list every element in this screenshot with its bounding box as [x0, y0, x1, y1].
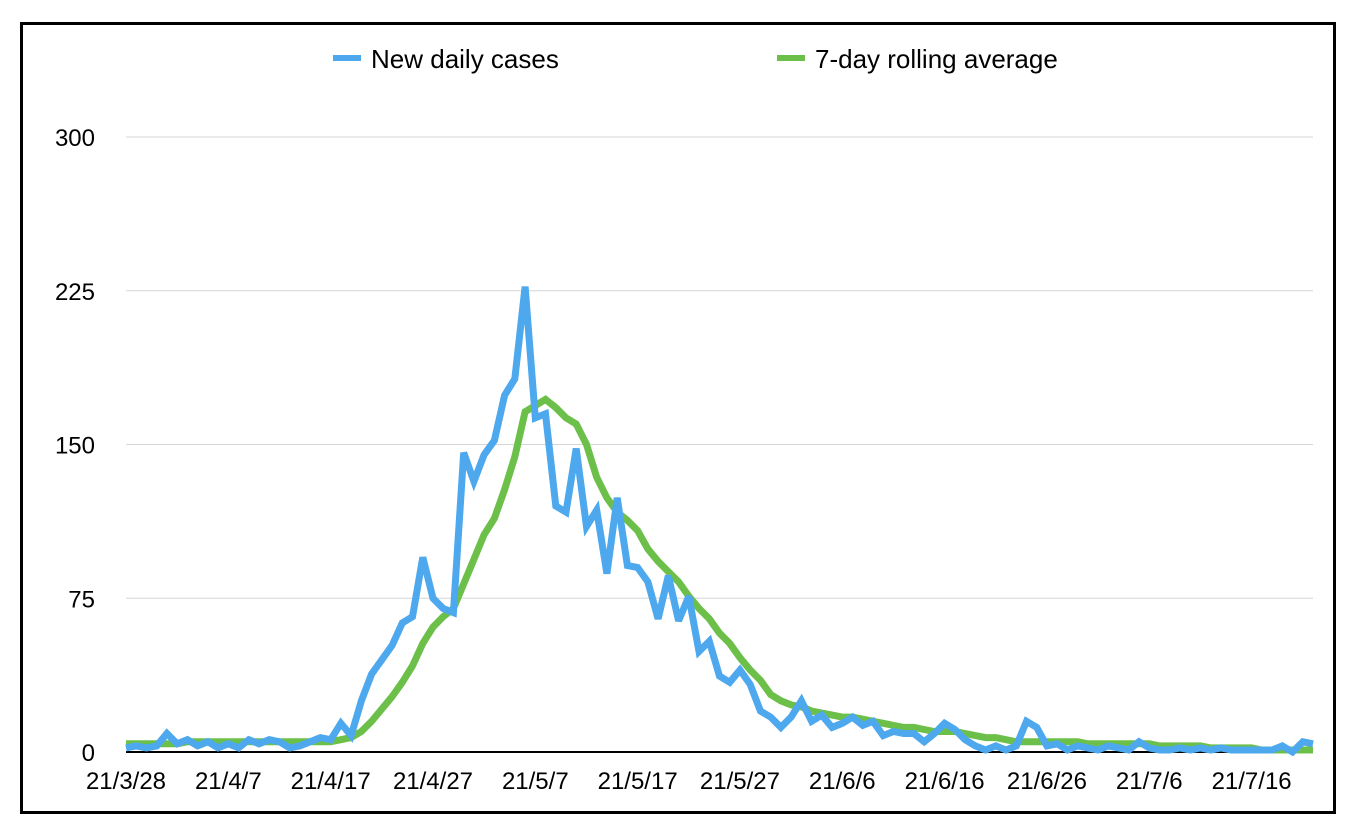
y-axis: 0 75 150 225 300 [55, 125, 95, 767]
legend: New daily cases 7-day rolling average [333, 44, 1058, 74]
chart-frame: 0 75 150 225 300 21/3/28 21/4/7 21/4/17 21/4/27… [20, 22, 1336, 814]
x-tick-label: 21/4/7 [195, 768, 262, 795]
x-tick-label: 21/6/6 [809, 768, 876, 795]
y-tick-label: 300 [55, 125, 95, 152]
x-tick-label: 21/5/7 [502, 768, 569, 795]
gridlines [126, 136, 1313, 599]
x-tick-label: 21/5/27 [700, 768, 780, 795]
series-lines [125, 286, 1314, 757]
x-tick-label: 21/6/16 [905, 768, 985, 795]
x-tick-label: 21/7/16 [1212, 768, 1292, 795]
y-tick-label: 75 [68, 586, 95, 613]
legend-label-7-day-rolling-average: 7-day rolling average [815, 44, 1058, 74]
x-tick-label: 21/5/17 [598, 768, 678, 795]
series-line-new-daily-cases [125, 286, 1314, 757]
x-tick-label: 21/3/28 [86, 768, 166, 795]
x-axis: 21/3/28 21/4/7 21/4/17 21/4/27 21/5/7 21/5/17… [86, 751, 1313, 795]
x-tick-label: 21/4/27 [393, 768, 473, 795]
x-tick-label: 21/6/26 [1007, 768, 1087, 795]
legend-label-new-daily-cases: New daily cases [371, 44, 559, 74]
line-chart: 0 75 150 225 300 21/3/28 21/4/7 21/4/17 21/4/27… [55, 44, 1314, 795]
series-line-7-day-rolling-average [126, 395, 1313, 754]
y-tick-label: 150 [55, 433, 95, 460]
y-tick-label: 225 [55, 279, 95, 306]
x-tick-label: 21/7/6 [1116, 768, 1183, 795]
x-tick-label: 21/4/17 [291, 768, 371, 795]
y-tick-label: 0 [82, 740, 95, 767]
